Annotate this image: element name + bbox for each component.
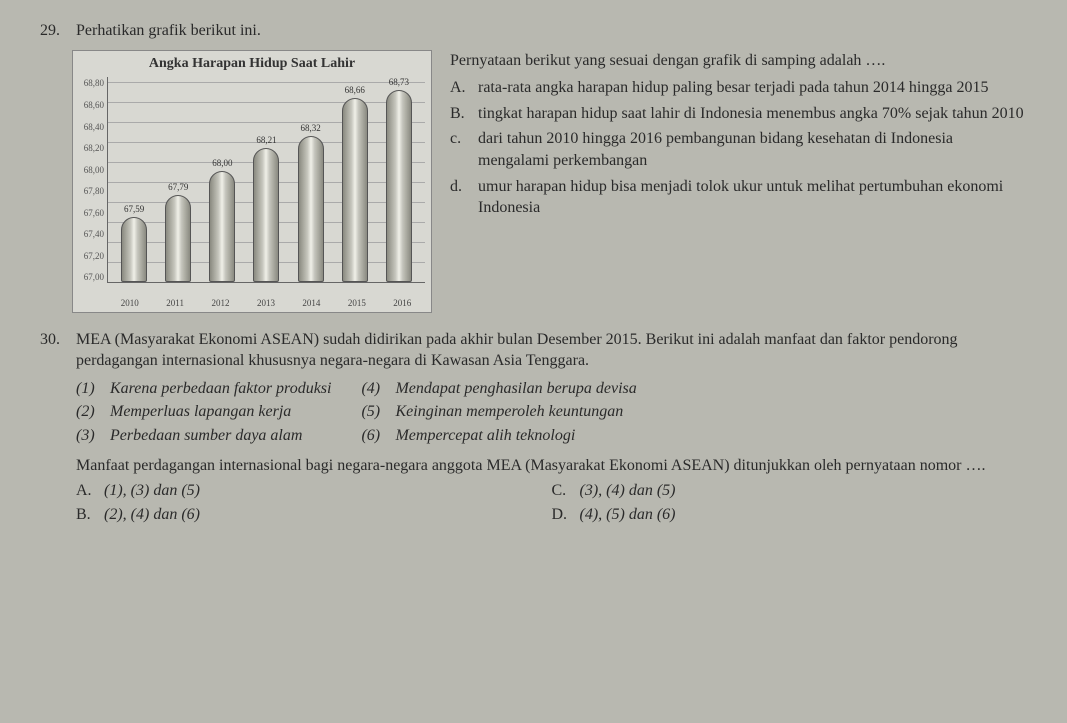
q30-stem2: Manfaat perdagangan internasional bagi n… [76,455,1027,477]
q29-option-b: B.tingkat harapan hidup saat lahir di In… [450,103,1027,125]
q29-content: Pernyataan berikut yang sesuai dengan gr… [450,50,1027,223]
ytick: 68,40 [79,121,104,133]
ytick: 67,00 [79,271,104,283]
q30-option-c: C.(3), (4) dan (5) [552,480,1028,502]
bar [298,136,324,283]
ytick: 68,80 [79,77,104,89]
q30-item-6: (6)Mempercepat alih teknologi [361,425,636,447]
q30-number: 30. [40,329,68,528]
q30-stem: MEA (Masyarakat Ekonomi ASEAN) sudah did… [76,329,1027,372]
q30-item-5: (5)Keinginan memperoleh keuntungan [361,401,636,423]
xtick: 2015 [340,297,374,309]
q29-option-a: A.rata-rata angka harapan hidup paling b… [450,77,1027,99]
q29-option-c: c.dari tahun 2010 hingga 2016 pembanguna… [450,128,1027,171]
chart-bar: 68,00 [205,171,239,282]
ytick: 68,00 [79,164,104,176]
chart-bar: 67,59 [117,217,151,283]
ytick: 67,60 [79,207,104,219]
q30-final-right: C.(3), (4) dan (5) D.(4), (5) dan (6) [552,480,1028,527]
bar-value-label: 67,59 [124,203,144,215]
ytick: 67,40 [79,228,104,240]
q30-option-d: D.(4), (5) dan (6) [552,504,1028,526]
bar [342,98,368,282]
bar [121,217,147,283]
q30-final-options: A.(1), (3) dan (5) B.(2), (4) dan (6) C.… [76,480,1027,527]
ytick: 67,80 [79,185,104,197]
bar [165,195,191,283]
chart-bar: 67,79 [161,195,195,283]
ytick: 67,20 [79,250,104,262]
q29-option-d: d.umur harapan hidup bisa menjadi tolok … [450,176,1027,219]
bar [253,148,279,282]
q30-item-4: (4)Mendapat penghasilan berupa devisa [361,378,636,400]
q29-stem: Pernyataan berikut yang sesuai dengan gr… [450,50,1027,72]
chart-bar: 68,73 [382,90,416,282]
q30-item-3: (3)Perbedaan sumber daya alam [76,425,331,447]
chart-title: Angka Harapan Hidup Saat Lahir [79,55,425,74]
xtick: 2012 [204,297,238,309]
xtick: 2013 [249,297,283,309]
bar-value-label: 68,21 [256,134,276,146]
ytick: 68,20 [79,142,104,154]
chart-bar: 68,32 [294,136,328,283]
xtick: 2016 [385,297,419,309]
q30-items-right: (4)Mendapat penghasilan berupa devisa (5… [361,378,636,449]
xtick: 2010 [113,297,147,309]
chart-plot-area: 67,59 67,79 68,00 68,21 68,32 68,66 68,73 [107,77,425,283]
bar [386,90,412,282]
q29-options: A.rata-rata angka harapan hidup paling b… [450,77,1027,219]
question-30: 30. MEA (Masyarakat Ekonomi ASEAN) sudah… [40,329,1027,528]
question-29: 29. Perhatikan grafik berikut ini. Angka… [40,20,1027,313]
q30-items-left: (1)Karena perbedaan faktor produksi (2)M… [76,378,331,449]
q29-prompt: Perhatikan grafik berikut ini. [76,20,261,42]
q30-option-b: B.(2), (4) dan (6) [76,504,552,526]
life-expectancy-chart: Angka Harapan Hidup Saat Lahir 68,80 68,… [72,50,432,313]
bar-value-label: 68,73 [389,76,409,88]
q30-items: (1)Karena perbedaan faktor produksi (2)M… [76,378,1027,449]
chart-bar: 68,66 [338,98,372,282]
chart-bar: 68,21 [249,148,283,282]
chart-x-axis: 2010 2011 2012 2013 2014 2015 2016 [79,297,425,309]
bar [209,171,235,282]
q30-final-left: A.(1), (3) dan (5) B.(2), (4) dan (6) [76,480,552,527]
q30-header: 30. MEA (Masyarakat Ekonomi ASEAN) sudah… [40,329,1027,528]
q29-number: 29. [40,20,68,42]
bar-value-label: 68,32 [301,122,321,134]
xtick: 2014 [294,297,328,309]
bar-value-label: 67,79 [168,181,188,193]
xtick: 2011 [158,297,192,309]
chart-y-axis: 68,80 68,60 68,40 68,20 68,00 67,80 67,6… [79,77,107,297]
bar-value-label: 68,00 [212,157,232,169]
q30-item-1: (1)Karena perbedaan faktor produksi [76,378,331,400]
q29-header: 29. Perhatikan grafik berikut ini. [40,20,1027,42]
q30-item-2: (2)Memperluas lapangan kerja [76,401,331,423]
bar-value-label: 68,66 [345,84,365,96]
q30-option-a: A.(1), (3) dan (5) [76,480,552,502]
ytick: 68,60 [79,99,104,111]
